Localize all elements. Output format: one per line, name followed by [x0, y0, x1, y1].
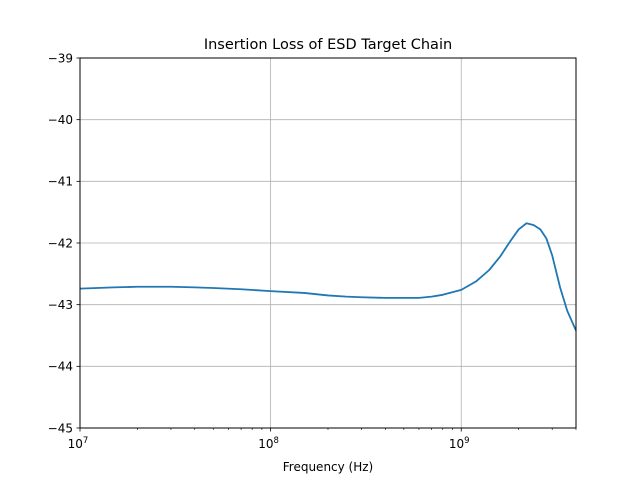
y-tick-label: −43	[48, 298, 73, 312]
chart-title: Insertion Loss of ESD Target Chain	[204, 37, 452, 53]
axis-ticks: −45 −44 −43 −42 −41 −40 −39 107 108 109	[48, 51, 577, 451]
y-tick-label: −44	[48, 360, 73, 374]
x-axis-label: Frequency (Hz)	[283, 460, 374, 474]
x-tick-label: 109	[449, 436, 470, 451]
y-tick-label: −39	[48, 51, 73, 65]
y-tick-label: −40	[48, 113, 73, 127]
series-lines	[79, 222, 577, 331]
x-tick-label: 107	[68, 436, 89, 451]
x-tick-label: 108	[258, 436, 279, 451]
y-tick-label: −45	[48, 421, 73, 435]
y-tick-label: −42	[48, 236, 73, 250]
series-line	[79, 222, 577, 331]
y-tick-label: −41	[48, 175, 73, 189]
